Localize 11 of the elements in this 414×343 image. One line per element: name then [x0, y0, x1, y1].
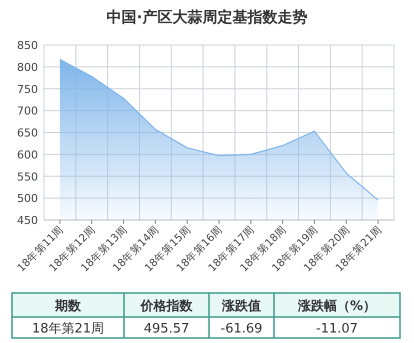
- y-tick-label: 850: [17, 39, 38, 52]
- y-tick-label: 550: [17, 170, 38, 184]
- y-tick-label: 700: [17, 104, 38, 118]
- chart-title: 中国·产区大蒜周定基指数走势: [106, 8, 308, 26]
- y-tick-label: 800: [17, 60, 38, 74]
- y-tick-label: 500: [17, 192, 38, 206]
- y-tick-label: 650: [17, 126, 38, 140]
- table: 期数 价格指数 涨跌值 涨跌幅（%） 18年第21周 495.57 -61.69 -11.07: [11, 292, 401, 339]
- y-tick-label: 450: [17, 214, 38, 227]
- y-tick-label: 600: [17, 148, 38, 162]
- y-tick-label: 750: [17, 82, 38, 96]
